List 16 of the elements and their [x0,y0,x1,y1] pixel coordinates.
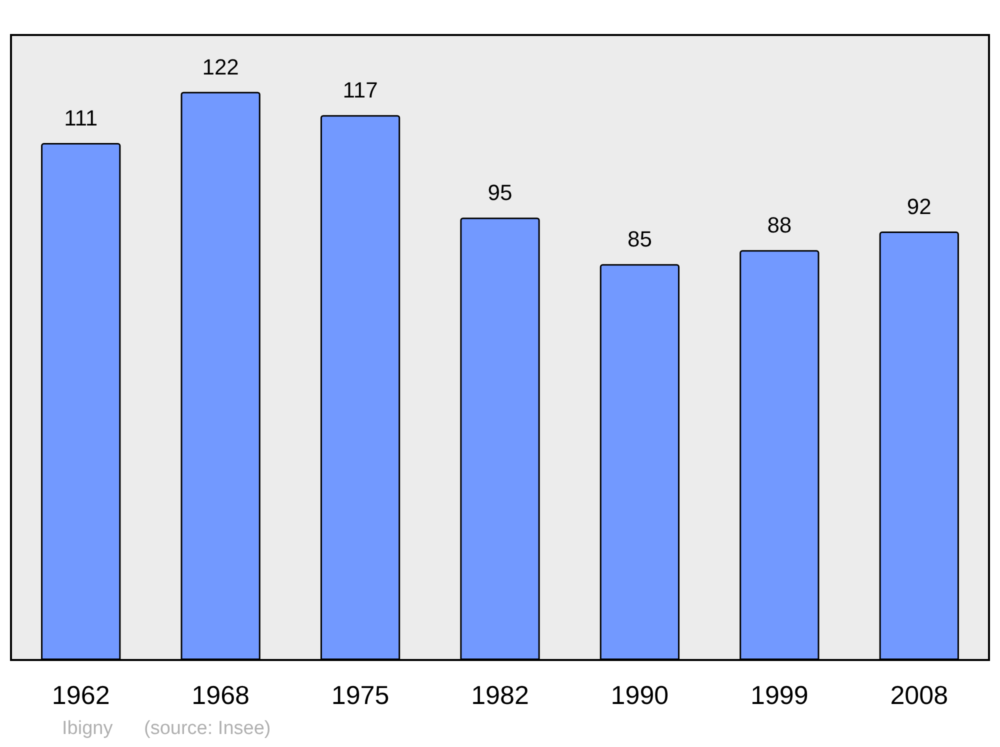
data-label: 95 [488,180,512,206]
x-tick-label: 1962 [52,680,110,710]
text: (source: Insee) [144,718,271,739]
x-tick-label: 1968 [192,680,250,710]
x-tick-label: 1999 [750,680,808,710]
x-tick-label: 1982 [471,680,529,710]
text: Ibigny [62,718,114,739]
data-label: 85 [627,226,652,252]
x-tick-label: 1975 [331,680,390,710]
x-tick-label: 1990 [610,680,669,710]
data-label: 117 [342,78,378,103]
data-label: 92 [906,194,932,220]
data-label: 88 [767,212,792,238]
data-label: 122 [202,54,239,80]
data-label: 111 [64,106,98,131]
x-tick-label: 2008 [890,680,948,710]
